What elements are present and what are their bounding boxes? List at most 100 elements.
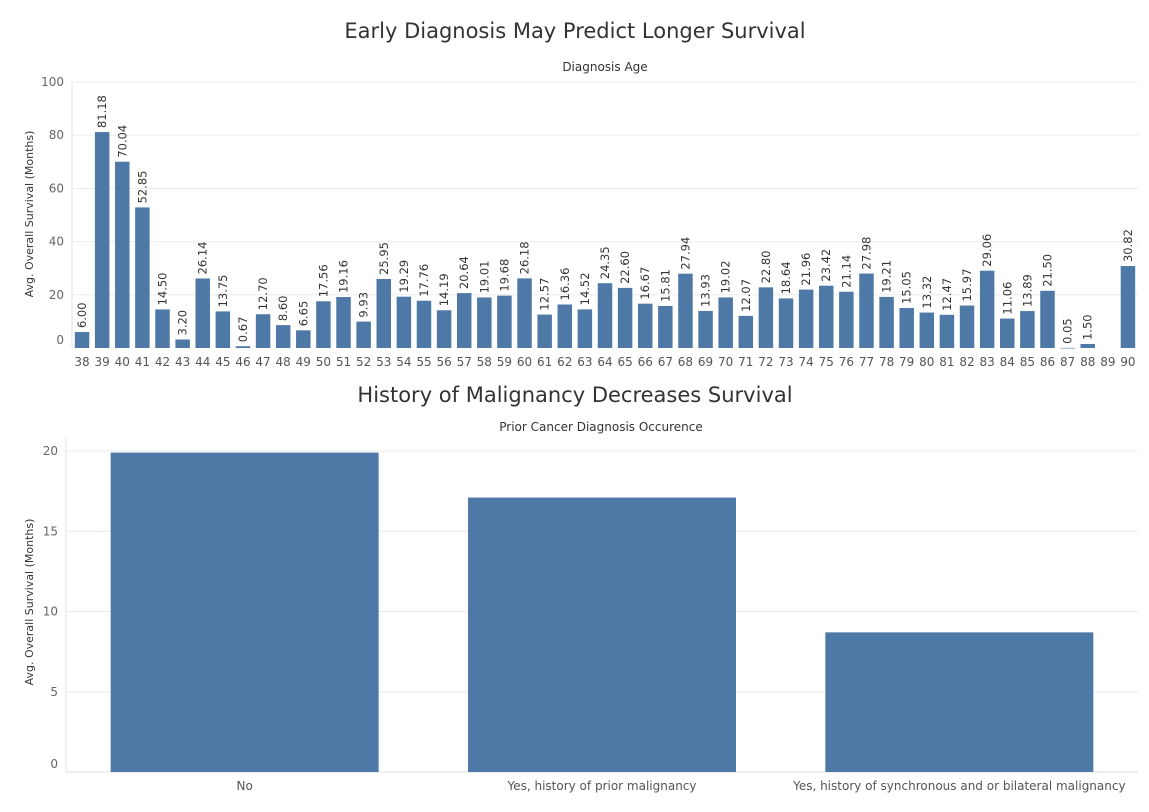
chart1-data-label: 21.14 bbox=[839, 255, 853, 288]
chart1-data-label: 14.52 bbox=[578, 272, 592, 305]
chart1-x-tick-label: 85 bbox=[1020, 355, 1035, 369]
chart1-bar bbox=[155, 309, 170, 348]
chart1-bar bbox=[235, 346, 251, 348]
chart1-data-label: 12.07 bbox=[739, 279, 753, 312]
chart1-bar bbox=[94, 132, 110, 348]
chart1-data-label: 0.67 bbox=[236, 317, 250, 343]
chart1-x-tick-label: 73 bbox=[778, 355, 793, 369]
chart1-bar bbox=[778, 298, 794, 348]
chart1-data-label: 21.96 bbox=[799, 253, 813, 286]
chart1-data-label: 17.76 bbox=[417, 264, 431, 297]
chart1-x-tick-label: 39 bbox=[95, 355, 110, 369]
chart1-x-tick-label: 62 bbox=[557, 355, 572, 369]
chart1-x-tick-label: 82 bbox=[959, 355, 974, 369]
chart1-bar bbox=[416, 300, 432, 348]
chart1-x-tick-label: 40 bbox=[115, 355, 130, 369]
chart2-y-axis-label: Avg. Overall Survival (Months) bbox=[23, 519, 36, 686]
chart1-bar bbox=[336, 297, 351, 348]
chart1-x-tick-label: 55 bbox=[416, 355, 431, 369]
chart1-bar bbox=[839, 291, 854, 348]
chart1-bar bbox=[939, 314, 955, 348]
chart2-bar bbox=[468, 497, 736, 772]
chart1-data-label: 12.57 bbox=[538, 278, 552, 311]
chart1-bar bbox=[919, 312, 935, 348]
chart1-bar bbox=[979, 270, 995, 348]
chart1-bar bbox=[959, 305, 975, 348]
chart1-x-tick-label: 71 bbox=[738, 355, 753, 369]
chart1-x-tick-label: 59 bbox=[497, 355, 512, 369]
chart1-x-tick-label: 60 bbox=[517, 355, 532, 369]
chart1-bar bbox=[798, 289, 814, 348]
chart1-x-tick-label: 52 bbox=[356, 355, 371, 369]
chart1-y-axis-label: Avg. Overall Survival (Months) bbox=[23, 131, 36, 298]
chart1-bar bbox=[497, 295, 512, 348]
chart1-data-label: 17.56 bbox=[316, 264, 330, 297]
chart2-y-tick-label: 15 bbox=[43, 524, 58, 538]
chart1-bar bbox=[396, 296, 412, 348]
chart1-bar bbox=[557, 304, 573, 348]
chart1-x-tick-label: 83 bbox=[980, 355, 995, 369]
chart1-x-tick-label: 57 bbox=[457, 355, 472, 369]
chart1-x-tick-label: 88 bbox=[1080, 355, 1095, 369]
chart1-bar bbox=[758, 287, 774, 348]
chart1-bar bbox=[1020, 311, 1035, 348]
chart1-x-tick-label: 89 bbox=[1100, 355, 1115, 369]
chart1-data-label: 23.42 bbox=[819, 249, 833, 282]
chart1-bar bbox=[356, 321, 371, 348]
chart1-x-tick-label: 69 bbox=[698, 355, 713, 369]
chart1-data-label: 22.60 bbox=[618, 251, 632, 284]
chart1-x-tick-label: 78 bbox=[879, 355, 894, 369]
chart1-x-tick-label: 48 bbox=[276, 355, 291, 369]
chart1-x-tick-label: 38 bbox=[74, 355, 89, 369]
chart1-bar bbox=[74, 332, 90, 348]
chart1-data-label: 13.93 bbox=[699, 274, 713, 307]
chart1-bar bbox=[1060, 347, 1075, 349]
chart1-data-label: 52.85 bbox=[135, 170, 149, 203]
chart1-data-label: 13.75 bbox=[216, 274, 230, 307]
chart1-data-label: 9.93 bbox=[357, 292, 371, 318]
chart2-bar bbox=[825, 632, 1094, 772]
chart2-x-tick-label: No bbox=[237, 779, 253, 793]
chart1-x-tick-label: 86 bbox=[1040, 355, 1055, 369]
chart1-data-label: 8.60 bbox=[276, 296, 290, 322]
chart1-x-tick-label: 43 bbox=[175, 355, 190, 369]
chart1-bar bbox=[215, 311, 231, 348]
chart2-y-tick-label: 20 bbox=[43, 444, 58, 458]
chart1-data-label: 30.82 bbox=[1121, 229, 1135, 262]
chart2-y-tick-label: 5 bbox=[50, 685, 58, 699]
chart1-x-tick-label: 58 bbox=[477, 355, 492, 369]
chart1-subtitle: Diagnosis Age bbox=[562, 60, 647, 74]
chart1-x-tick-label: 81 bbox=[939, 355, 954, 369]
chart1-data-label: 16.36 bbox=[558, 268, 572, 301]
chart1-data-label: 22.80 bbox=[759, 250, 773, 283]
chart1-y-tick-label: 20 bbox=[49, 288, 64, 302]
chart1-data-label: 19.16 bbox=[337, 260, 351, 293]
chart1-bar bbox=[859, 273, 874, 348]
chart1-bar bbox=[658, 305, 673, 348]
chart1-data-label: 14.50 bbox=[156, 272, 170, 305]
chart1-x-tick-label: 51 bbox=[336, 355, 351, 369]
chart2-y-tick-label: 10 bbox=[43, 605, 58, 619]
chart1-data-label: 81.18 bbox=[95, 95, 109, 128]
chart1-data-label: 26.14 bbox=[196, 242, 210, 275]
chart1-data-label: 20.64 bbox=[457, 256, 471, 289]
chart1-x-tick-label: 50 bbox=[316, 355, 331, 369]
chart1-data-label: 70.04 bbox=[115, 125, 129, 158]
chart1-x-tick-label: 49 bbox=[296, 355, 311, 369]
chart1-bar bbox=[456, 293, 472, 348]
chart1-data-label: 24.35 bbox=[598, 246, 612, 279]
chart1-y-tick-label: 40 bbox=[49, 235, 64, 249]
chart1-bar bbox=[698, 310, 713, 348]
chart1-bar bbox=[436, 310, 452, 348]
chart1-x-tick-label: 67 bbox=[658, 355, 673, 369]
chart1-data-label: 12.70 bbox=[256, 277, 270, 310]
chart1-bar bbox=[1120, 266, 1136, 348]
chart2-bar bbox=[110, 452, 379, 772]
chart1-data-label: 3.20 bbox=[176, 310, 190, 336]
chart1-data-label: 6.65 bbox=[296, 301, 310, 327]
chart1-data-label: 26.18 bbox=[518, 241, 532, 274]
chart1-x-tick-label: 46 bbox=[235, 355, 250, 369]
chart1-x-tick-label: 75 bbox=[819, 355, 834, 369]
chart1-x-tick-label: 65 bbox=[617, 355, 632, 369]
chart1-bar bbox=[738, 315, 754, 348]
